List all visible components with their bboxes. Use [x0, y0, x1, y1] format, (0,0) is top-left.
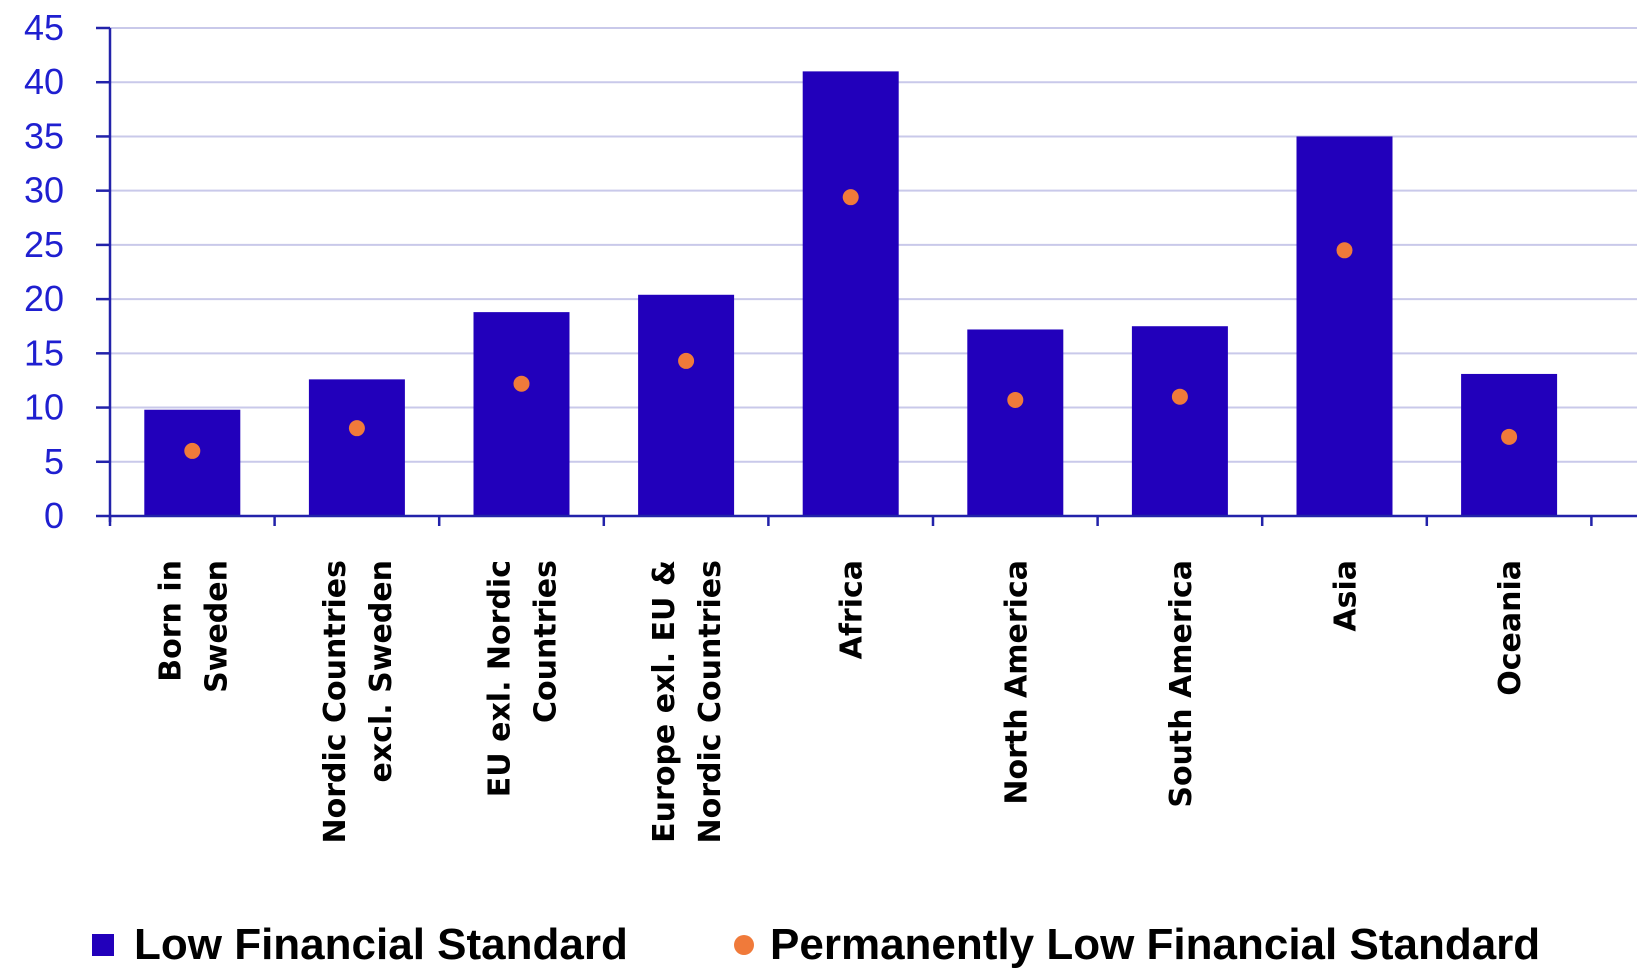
legend: Low Financial Standard Permanently Low F… — [0, 920, 1637, 970]
dot-marker — [348, 420, 365, 437]
bar — [1131, 326, 1228, 516]
y-tick-label: 45 — [24, 7, 64, 48]
x-tick-label-line: Sweden — [199, 560, 234, 693]
y-tick-label: 40 — [24, 61, 64, 102]
bar — [308, 379, 405, 516]
bar — [1296, 136, 1393, 516]
legend-label-low: Low Financial Standard — [134, 920, 628, 969]
dot-marker — [678, 352, 695, 369]
bar — [1461, 373, 1558, 516]
x-tick-label-line: Europe exl. EU & — [647, 560, 682, 843]
x-tick-label-line: Oceania — [1493, 560, 1528, 696]
bar — [802, 71, 899, 516]
x-tick-label-line: Africa — [835, 560, 870, 659]
y-tick-label: 30 — [24, 170, 64, 211]
y-tick-label: 35 — [24, 115, 64, 156]
legend-item-low: Low Financial Standard — [92, 920, 628, 970]
dot-marker — [842, 189, 859, 206]
legend-item-permanent: Permanently Low Financial Standard — [734, 920, 1540, 970]
x-tick-label-line: Born in — [153, 560, 188, 682]
y-tick-labels: 0 5 10 15 20 25 30 35 40 45 — [24, 7, 64, 536]
x-tick-label-line: excl. Sweden — [364, 560, 399, 782]
x-tick-label-line: Asia — [1329, 560, 1364, 632]
x-tick-label: Oceania — [1493, 560, 1528, 696]
x-tick-label: North America — [999, 560, 1034, 805]
y-tick-label: 0 — [44, 495, 64, 536]
x-tick-label: Asia — [1329, 560, 1364, 632]
y-tick-label: 5 — [44, 441, 64, 482]
axes — [96, 26, 1637, 526]
bar — [144, 409, 241, 516]
dot-marker — [1171, 388, 1188, 405]
x-tick-label-line: Nordic Countries — [693, 560, 728, 843]
bar — [473, 312, 570, 516]
x-tick-label-line: Nordic Countries — [318, 560, 353, 843]
x-tick-label: Born in Sweden — [153, 560, 234, 693]
dot-marker — [1501, 428, 1518, 445]
x-tick-label: Nordic Countries excl. Sweden — [318, 560, 399, 843]
x-tick-label-line: EU exl. Nordic — [483, 560, 518, 797]
dot-marker — [1007, 391, 1024, 408]
bars — [144, 71, 1558, 516]
x-tick-label: EU exl. Nordic Countries — [483, 560, 564, 797]
x-tick-labels: Born in Sweden Nordic Countries excl. Swede… — [153, 560, 1528, 843]
x-tick-label: Africa — [835, 560, 870, 659]
dots — [184, 189, 1518, 459]
dot-marker — [1336, 242, 1353, 259]
y-tick-label: 20 — [24, 278, 64, 319]
x-tick-label-line: Countries — [529, 560, 564, 723]
x-tick-label-line: North America — [999, 560, 1034, 805]
bar — [967, 329, 1064, 516]
x-tick-label: Europe exl. EU & Nordic Countries — [647, 560, 728, 843]
legend-label-permanent: Permanently Low Financial Standard — [770, 920, 1541, 969]
y-tick-label: 10 — [24, 387, 64, 428]
x-tick-label: South America — [1164, 560, 1199, 808]
y-tick-label: 25 — [24, 224, 64, 265]
bar-chart: 0 5 10 15 20 25 30 35 40 45 Born in Sweden Nordic C… — [24, 7, 1637, 843]
legend-square-swatch — [92, 934, 114, 956]
legend-dot-swatch — [734, 935, 754, 955]
y-tick-label: 15 — [24, 332, 64, 373]
x-tick-label-line: South America — [1164, 560, 1199, 808]
bar — [638, 294, 735, 516]
dot-marker — [184, 442, 201, 459]
dot-marker — [513, 375, 530, 392]
